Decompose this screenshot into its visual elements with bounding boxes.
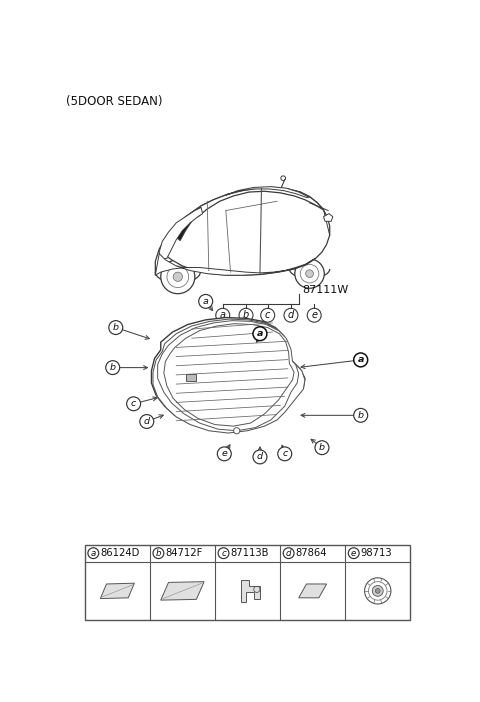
Text: a: a [257,329,263,338]
Text: (5DOOR SEDAN): (5DOOR SEDAN) [66,95,163,108]
Text: b: b [358,411,364,420]
FancyBboxPatch shape [162,251,176,267]
Text: 98713: 98713 [360,548,392,558]
Circle shape [239,308,253,322]
Polygon shape [324,213,333,221]
Circle shape [354,353,368,367]
Circle shape [354,409,368,423]
Text: d: d [257,452,263,461]
Circle shape [253,450,267,464]
Circle shape [284,308,298,322]
Circle shape [306,270,313,277]
Circle shape [234,428,240,434]
Polygon shape [156,187,330,275]
Polygon shape [161,582,204,600]
Text: 84712F: 84712F [166,548,203,558]
Circle shape [173,272,182,282]
Text: a: a [203,297,209,306]
Polygon shape [174,207,201,241]
Text: a: a [358,355,364,364]
Polygon shape [299,584,326,598]
Circle shape [127,397,141,411]
Text: b: b [319,443,325,452]
Text: c: c [131,399,136,409]
Polygon shape [159,207,203,260]
Text: 87111W: 87111W [302,285,348,295]
Circle shape [307,308,321,322]
Polygon shape [226,187,310,197]
Text: b: b [243,310,249,320]
Text: d: d [144,417,150,426]
Circle shape [375,588,380,593]
FancyBboxPatch shape [186,373,196,380]
Polygon shape [164,324,294,426]
Text: b: b [156,549,161,557]
Text: d: d [288,310,294,320]
Circle shape [315,441,329,455]
Text: 87113B: 87113B [230,548,269,558]
Circle shape [106,361,120,375]
Text: a: a [91,549,96,557]
Polygon shape [156,253,316,275]
Text: b: b [113,323,119,332]
Polygon shape [241,580,260,602]
Polygon shape [153,319,305,433]
Text: 87864: 87864 [296,548,327,558]
Text: c: c [221,549,226,557]
Circle shape [261,308,275,322]
Circle shape [216,308,230,322]
Text: 86124D: 86124D [100,548,140,558]
Circle shape [109,321,123,334]
Circle shape [253,327,267,340]
Text: e: e [221,449,227,458]
Circle shape [365,578,391,604]
Circle shape [199,294,213,308]
Circle shape [278,447,292,461]
Circle shape [140,415,154,428]
Polygon shape [152,317,305,432]
Polygon shape [190,187,324,217]
Text: c: c [265,310,270,320]
Text: c: c [282,449,288,458]
Circle shape [295,259,324,289]
Text: e: e [311,310,317,320]
Text: e: e [351,549,356,557]
Text: d: d [286,549,291,557]
Circle shape [372,585,383,596]
Text: b: b [110,363,116,372]
Polygon shape [157,321,299,431]
Circle shape [217,447,231,461]
Circle shape [161,260,195,293]
Circle shape [281,176,286,180]
Polygon shape [100,583,134,599]
Text: a: a [220,310,226,320]
